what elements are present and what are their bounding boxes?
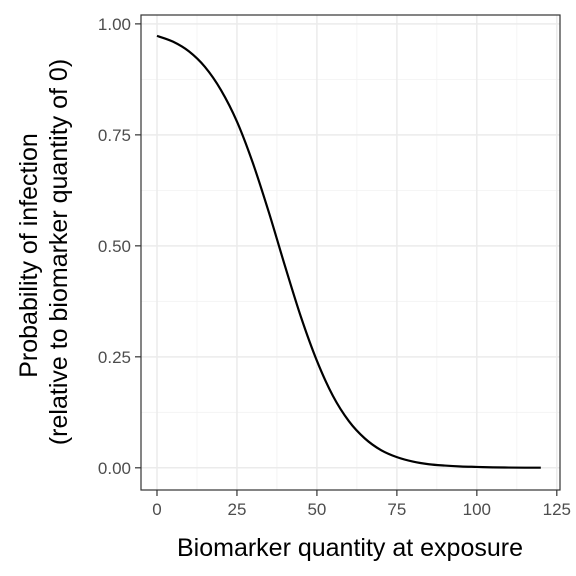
major-gridlines bbox=[141, 15, 560, 490]
x-tick-label: 100 bbox=[463, 500, 491, 519]
y-tick-label: 0.75 bbox=[98, 126, 131, 145]
x-tick-label: 125 bbox=[543, 500, 571, 519]
y-tick-label: 0.50 bbox=[98, 237, 131, 256]
plot-panel-border bbox=[140, 14, 561, 491]
x-tick-label: 75 bbox=[387, 500, 406, 519]
y-tick-label: 1.00 bbox=[98, 15, 131, 34]
x-axis: 0 25 50 75 100 125 bbox=[152, 490, 571, 519]
y-axis-title-line-1: Probability of infection bbox=[15, 133, 43, 378]
plot-panel-background bbox=[141, 15, 560, 490]
y-tick-label: 0.00 bbox=[98, 459, 131, 478]
x-tick-label: 50 bbox=[307, 500, 326, 519]
y-axis-title: Probability of infection (relative to bi… bbox=[15, 59, 73, 445]
minor-gridlines bbox=[141, 15, 560, 490]
y-tick-label: 0.25 bbox=[98, 348, 131, 367]
x-axis-title: Biomarker quantity at exposure bbox=[177, 534, 523, 562]
series-line bbox=[156, 34, 541, 469]
y-axis-title-line-2: (relative to biomarker quantity of 0) bbox=[45, 59, 73, 445]
y-axis: 0.00 0.25 0.50 0.75 1.00 bbox=[98, 15, 141, 478]
x-tick-label: 0 bbox=[152, 500, 161, 519]
x-tick-label: 25 bbox=[227, 500, 246, 519]
